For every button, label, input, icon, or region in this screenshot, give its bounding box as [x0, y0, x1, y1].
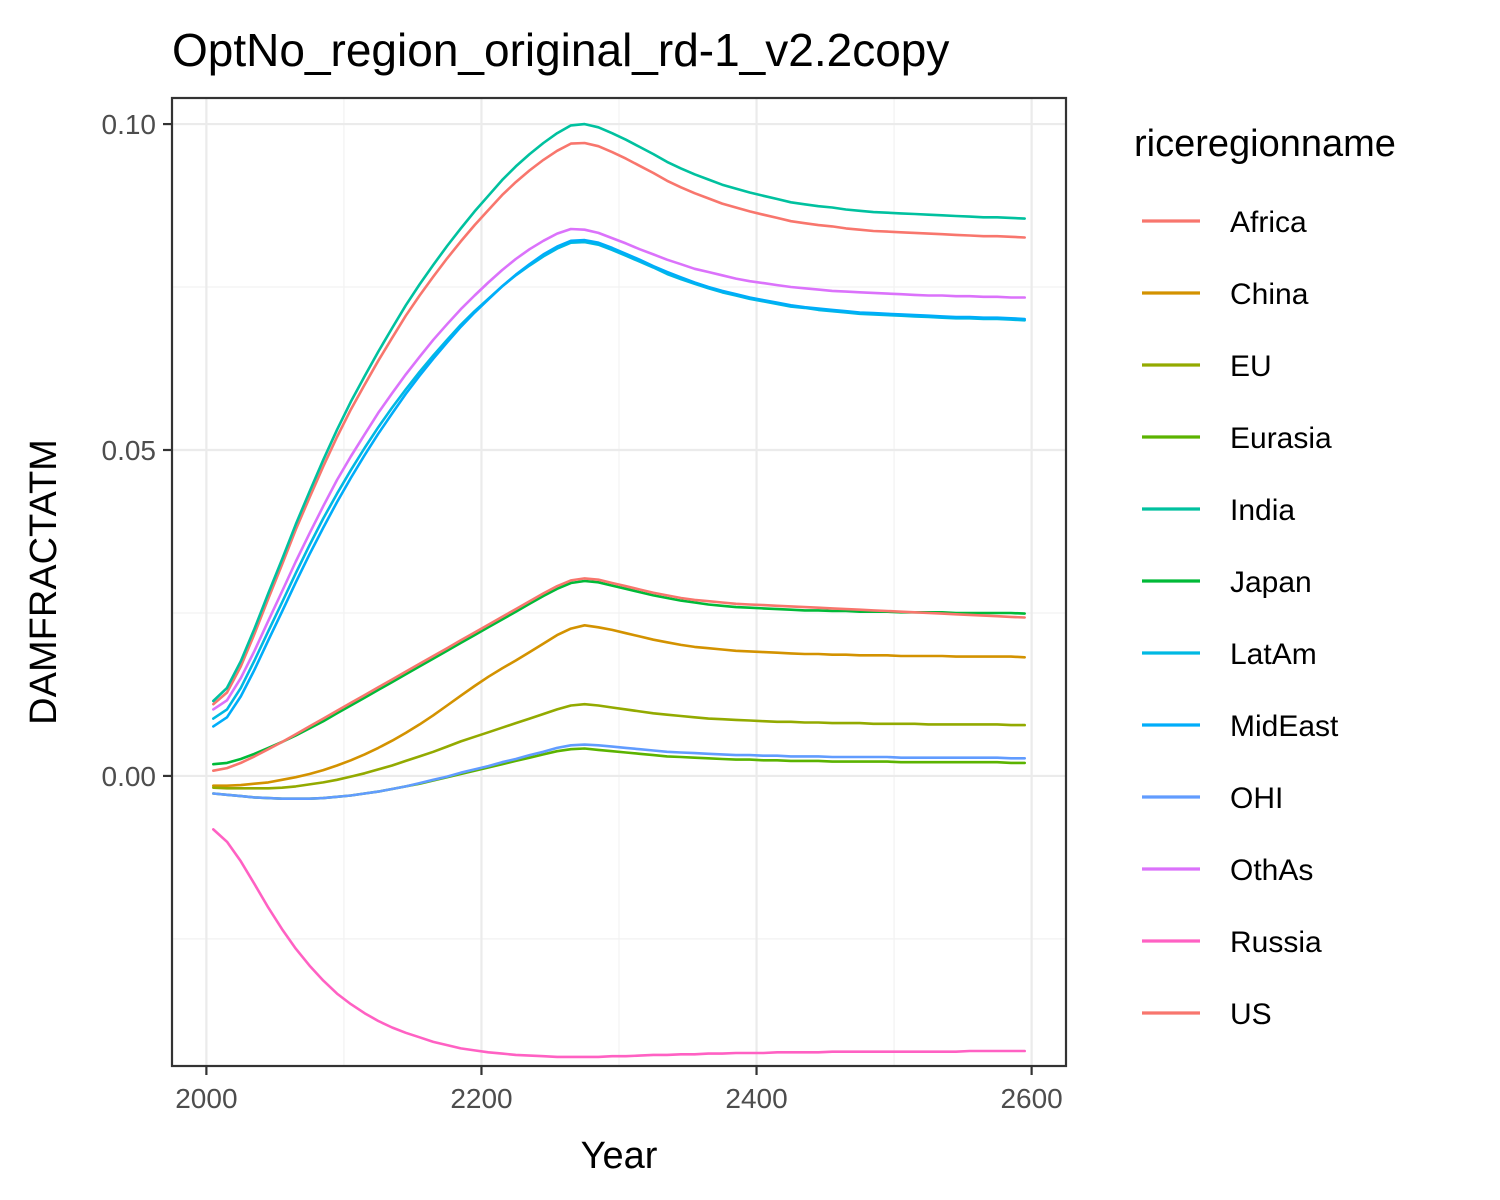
legend-label-latam: LatAm	[1230, 638, 1317, 671]
legend-item-china: China	[1142, 278, 1309, 311]
legend-item-othas: OthAs	[1142, 854, 1313, 887]
legend-label-russia: Russia	[1230, 926, 1322, 959]
legend-item-mideast: MidEast	[1142, 710, 1339, 743]
series-line-ohi	[212, 743, 1026, 800]
series-line-mideast	[212, 238, 1026, 728]
legend-item-india: India	[1142, 494, 1295, 527]
legend-item-latam: LatAm	[1142, 638, 1317, 671]
series-line-eu	[212, 702, 1026, 790]
y-tick-label-1: 0.05	[102, 435, 157, 466]
x-axis: 2000 2200 2400 2600	[175, 1066, 1063, 1114]
legend-items: Africa China EU Eurasia India Japan LatAm MidEa…	[1142, 206, 1339, 1031]
legend-item-africa: Africa	[1142, 206, 1307, 239]
legend-item-russia: Russia	[1142, 926, 1322, 959]
legend-label-india: India	[1230, 494, 1295, 527]
x-tick-label-1: 2200	[450, 1083, 512, 1114]
series-line-china	[212, 624, 1026, 787]
legend-label-us: US	[1230, 998, 1272, 1031]
y-tick-label-2: 0.10	[102, 109, 157, 140]
legend-label-japan: Japan	[1230, 566, 1312, 599]
legend: riceregionname Africa China EU Eurasia India…	[1134, 123, 1396, 1031]
legend-item-eu: EU	[1142, 350, 1272, 383]
legend-label-mideast: MidEast	[1230, 710, 1339, 743]
plot-panel	[170, 96, 1068, 1068]
x-tick-label-3: 2600	[1000, 1083, 1062, 1114]
legend-label-eu: EU	[1230, 350, 1272, 383]
legend-item-ohi: OHI	[1142, 782, 1283, 815]
legend-label-eurasia: Eurasia	[1230, 422, 1332, 455]
legend-label-othas: OthAs	[1230, 854, 1313, 887]
legend-title: riceregionname	[1134, 123, 1396, 165]
legend-label-ohi: OHI	[1230, 782, 1283, 815]
series-lines	[212, 122, 1026, 1059]
legend-label-china: China	[1230, 278, 1309, 311]
y-tick-label-0: 0.00	[102, 761, 157, 792]
series-line-us	[212, 577, 1026, 772]
legend-label-africa: Africa	[1230, 206, 1307, 239]
legend-item-japan: Japan	[1142, 566, 1312, 599]
x-tick-label-2: 2400	[725, 1083, 787, 1114]
y-axis-title: DAMFRACTATM	[23, 439, 65, 725]
series-line-russia	[212, 828, 1026, 1059]
legend-item-us: US	[1142, 998, 1272, 1031]
major-gridlines	[172, 98, 1066, 1066]
chart-title: OptNo_region_original_rd-1_v2.2copy	[172, 24, 949, 76]
minor-gridlines	[172, 98, 1066, 1066]
panel-border	[170, 96, 1068, 1068]
x-axis-title: Year	[581, 1135, 658, 1177]
y-axis: 0.00 0.05 0.10	[102, 109, 172, 792]
legend-item-eurasia: Eurasia	[1142, 422, 1332, 455]
x-tick-label-0: 2000	[175, 1083, 237, 1114]
series-line-othas	[212, 227, 1026, 711]
series-line-africa	[212, 141, 1026, 706]
series-line-india	[212, 122, 1026, 703]
